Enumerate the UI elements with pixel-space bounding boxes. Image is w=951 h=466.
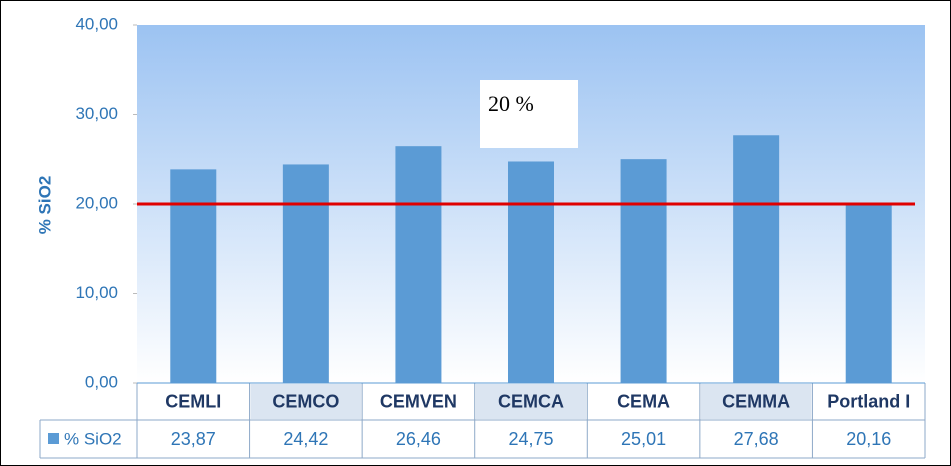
value-label: 24,42	[283, 429, 328, 449]
bar	[845, 202, 892, 383]
bar	[282, 164, 329, 383]
bar	[170, 169, 217, 383]
value-label: 20,16	[846, 429, 891, 449]
x-tick-label: CEMCO	[272, 391, 339, 411]
value-label: 24,75	[508, 429, 553, 449]
legend-key	[48, 433, 59, 444]
value-label: 26,46	[396, 429, 441, 449]
x-tick-label: CEMVEN	[380, 391, 457, 411]
table-header-cell	[700, 384, 812, 419]
y-tick-label: 40,00	[75, 14, 118, 33]
y-tick-label: 20,00	[75, 193, 118, 212]
table-header-cell	[475, 384, 587, 419]
y-tick-label: 10,00	[75, 283, 118, 302]
annotation-box	[480, 80, 578, 148]
x-tick-label: Portland I	[827, 391, 910, 411]
x-tick-label: CEMMA	[722, 391, 790, 411]
x-tick-label: CEMA	[617, 391, 670, 411]
y-tick-label: 0,00	[85, 372, 118, 391]
y-axis-label: % SiO2	[35, 176, 54, 235]
value-label: 25,01	[621, 429, 666, 449]
x-tick-label: CEMCA	[498, 391, 564, 411]
bar	[733, 135, 780, 383]
y-tick-label: 30,00	[75, 104, 118, 123]
value-label: 23,87	[171, 429, 216, 449]
table-header-cell	[250, 384, 362, 419]
bar	[508, 161, 554, 383]
annotation: 20 %	[488, 91, 534, 116]
bar	[620, 159, 667, 383]
value-label: 27,68	[734, 429, 779, 449]
legend-label: % SiO2	[64, 429, 122, 448]
x-tick-label: CEMLI	[165, 391, 221, 411]
bar	[395, 146, 442, 383]
